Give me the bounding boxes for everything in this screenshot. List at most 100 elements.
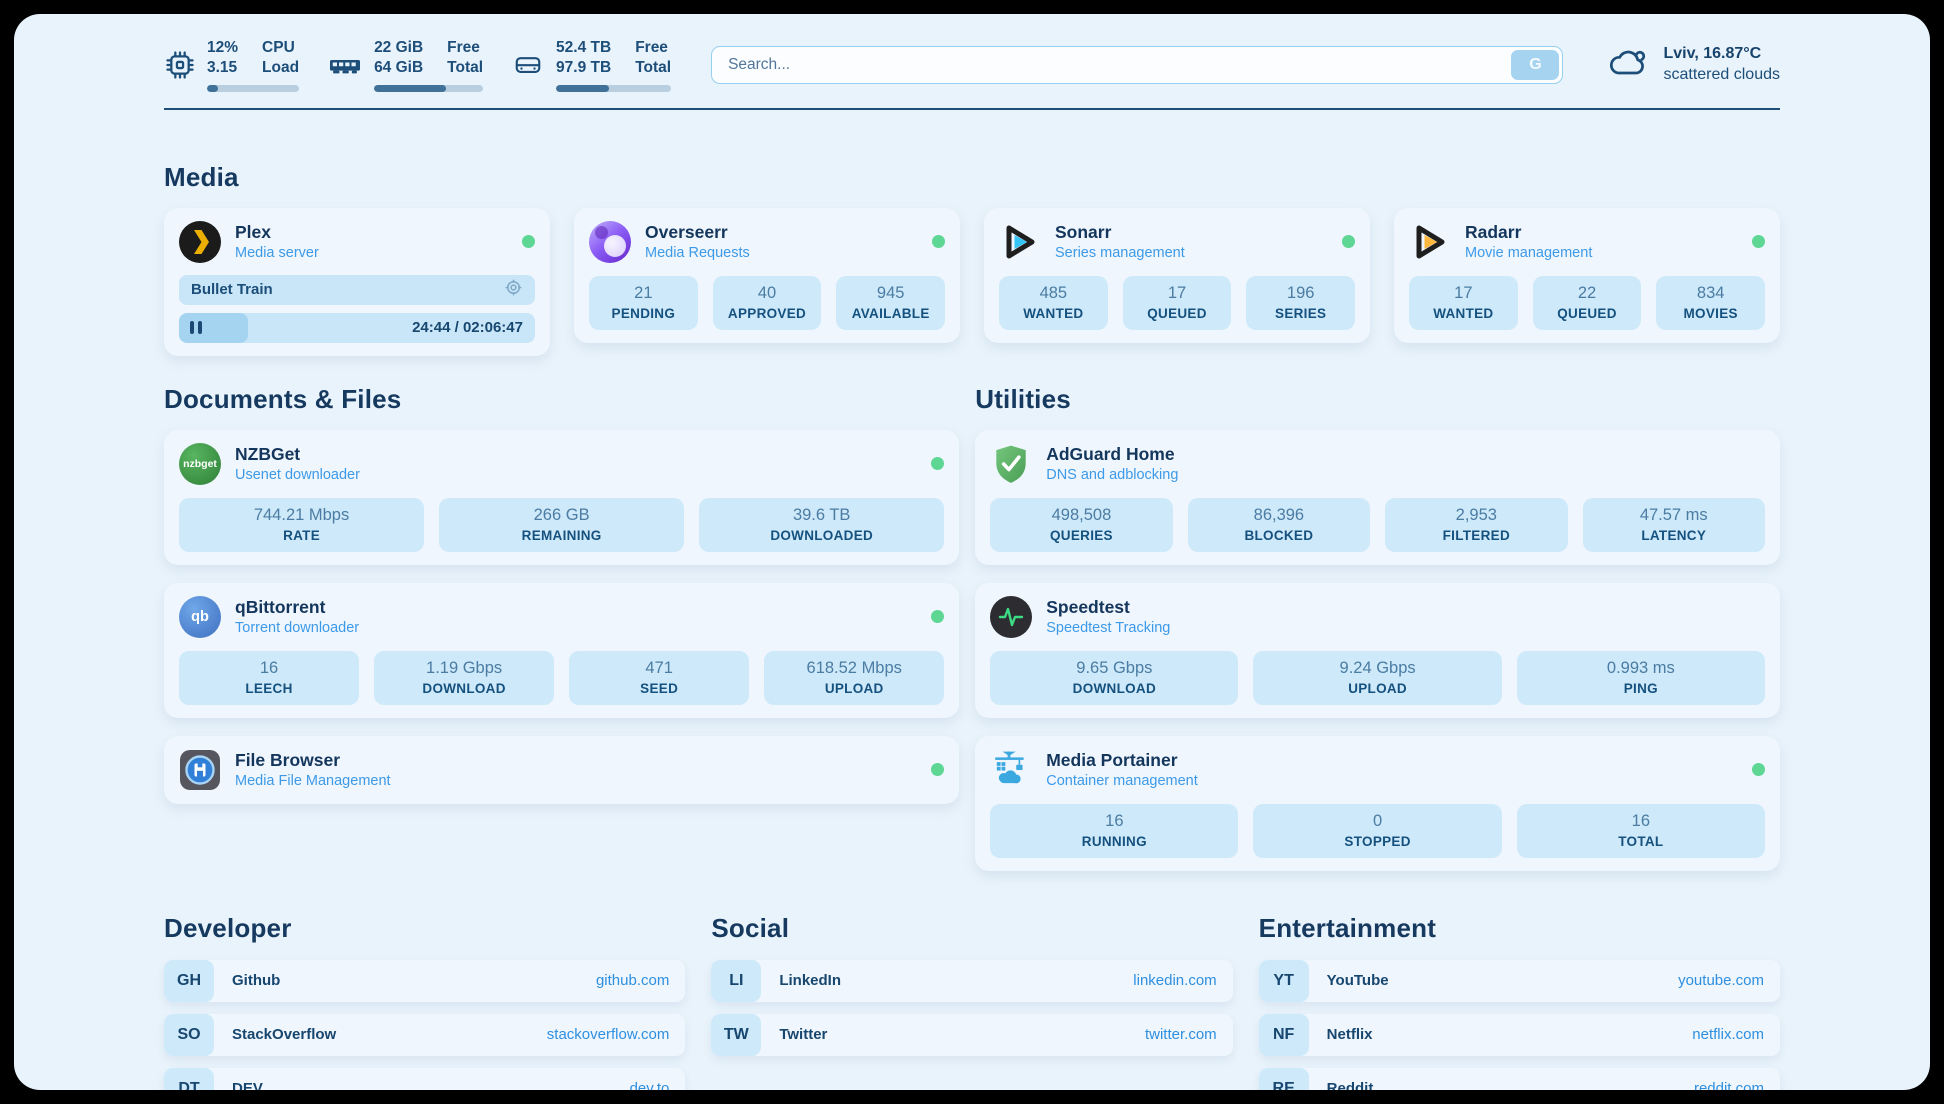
stat-chip: 1.19 Gbps DOWNLOAD <box>374 650 555 705</box>
status-badge <box>932 235 945 249</box>
weather-condition: scattered clouds <box>1663 65 1780 83</box>
stat-chip: 16 LEECH <box>179 650 360 705</box>
stat-chip: 16 RUNNING <box>990 803 1239 858</box>
overseerr-icon <box>589 220 631 263</box>
stat-chip: 47.57 ms LATENCY <box>1582 497 1765 552</box>
search-engine-button[interactable]: G <box>1511 49 1560 80</box>
search-bar: G <box>711 45 1564 84</box>
link-item-reddit[interactable]: RE Reddit reddit.com <box>1258 1067 1780 1090</box>
link-item-github[interactable]: GH Github github.com <box>164 959 686 1002</box>
utilities-section-title: Utilities <box>975 383 1071 414</box>
stat-chip: 196 SERIES <box>1246 275 1356 330</box>
now-playing-row: Bullet Train <box>179 274 535 305</box>
sonarr-icon <box>999 221 1041 263</box>
entertainment-links-column: Entertainment YT YouTube youtube.com NF … <box>1258 913 1780 1090</box>
developer-links-column: Developer GH Github github.com SO StackO… <box>164 912 686 1090</box>
adguard-card[interactable]: AdGuard Home DNS and adblocking 498,508 … <box>975 429 1780 565</box>
stat-chip: 744.21 Mbps RATE <box>179 497 425 552</box>
stat-chip: 9.65 Gbps DOWNLOAD <box>990 650 1239 705</box>
link-abbr-badge: NF <box>1258 1013 1309 1056</box>
ram-total-label: Total <box>447 59 484 77</box>
status-badge <box>1751 763 1765 777</box>
service-description: Series management <box>1055 245 1185 262</box>
ram-free-label: Free <box>447 39 480 56</box>
speedtest-card[interactable]: Speedtest Speedtest Tracking 9.65 Gbps D… <box>975 582 1780 718</box>
nzbget-card[interactable]: nzbget NZBGet Usenet downloader 744.21 M… <box>164 429 960 565</box>
filebrowser-icon <box>179 749 221 791</box>
link-abbr-badge: TW <box>711 1013 762 1056</box>
stat-chip: 2,953 FILTERED <box>1385 497 1568 552</box>
ram-progress-bar <box>374 84 484 92</box>
stat-chip: 16 TOTAL <box>1516 803 1765 858</box>
service-name: File Browser <box>235 750 341 771</box>
portainer-card[interactable]: Media Portainer Container management 16 … <box>975 735 1780 871</box>
status-badge <box>931 610 945 624</box>
radarr-card[interactable]: Radarr Movie management 17 WANTED 22 QUE… <box>1394 207 1780 343</box>
plex-card[interactable]: Plex Media server Bullet Train 24:44 / 0… <box>164 207 550 356</box>
cpu-label: CPU <box>262 39 295 56</box>
sonarr-card[interactable]: Sonarr Series management 485 WANTED 17 Q… <box>984 207 1370 343</box>
cpu-icon <box>164 49 196 81</box>
speedtest-icon <box>990 595 1033 638</box>
playback-progress-bar: 24:44 / 02:06:47 <box>179 312 535 343</box>
stat-chip: 21 PENDING <box>589 275 698 330</box>
stat-chip: 0 STOPPED <box>1253 803 1502 858</box>
qbittorrent-icon: qb <box>179 595 221 638</box>
status-badge <box>931 763 945 777</box>
status-badge <box>522 235 535 249</box>
link-item-youtube[interactable]: YT YouTube youtube.com <box>1258 959 1780 1002</box>
cpu-progress-bar <box>207 84 300 92</box>
service-description: Torrent downloader <box>235 620 360 637</box>
stat-chip: 40 APPROVED <box>712 275 822 330</box>
search-input[interactable] <box>712 55 1509 74</box>
service-description: DNS and adblocking <box>1046 467 1179 484</box>
stat-chip: 0.993 ms PING <box>1516 650 1765 705</box>
media-cards-row: Plex Media server Bullet Train 24:44 / 0… <box>164 207 1780 356</box>
qbittorrent-card[interactable]: qb qBittorrent Torrent downloader 16 LEE… <box>164 582 960 718</box>
service-description: Movie management <box>1465 245 1593 262</box>
playback-time: 24:44 / 02:06:47 <box>412 319 523 337</box>
service-name: Overseerr <box>645 222 728 243</box>
link-item-dev[interactable]: DT DEV dev.to <box>164 1067 686 1090</box>
disk-metric: 52.4 TB 97.9 TB Free Total <box>511 38 672 92</box>
link-item-stackoverflow[interactable]: SO StackOverflow stackoverflow.com <box>164 1013 686 1056</box>
link-item-twitter[interactable]: TW Twitter twitter.com <box>711 1013 1233 1056</box>
stat-chip: 22 QUEUED <box>1532 275 1642 330</box>
service-description: Speedtest Tracking <box>1046 620 1171 637</box>
developer-section-title: Developer <box>164 912 292 943</box>
overseerr-card[interactable]: Overseerr Media Requests 21 PENDING 40 A… <box>574 207 960 343</box>
stat-chip: 17 WANTED <box>1409 275 1518 330</box>
cpu-load-value: 3.15 <box>207 59 238 77</box>
link-item-netflix[interactable]: NF Netflix netflix.com <box>1258 1013 1780 1056</box>
service-name: AdGuard Home <box>1046 444 1175 465</box>
link-abbr-badge: LI <box>711 959 762 1002</box>
top-bar: 12% 3.15 CPU Load <box>164 38 1780 92</box>
stat-chip: 9.24 Gbps UPLOAD <box>1253 650 1502 705</box>
link-abbr-badge: YT <box>1258 959 1309 1002</box>
stat-chip: 17 QUEUED <box>1122 275 1232 330</box>
disk-total-value: 97.9 TB <box>556 59 612 77</box>
stat-chip: 39.6 TB DOWNLOADED <box>699 497 945 552</box>
service-description: Media Requests <box>645 245 750 262</box>
link-abbr-badge: RE <box>1258 1067 1309 1090</box>
gear-icon <box>504 278 523 301</box>
service-description: Container management <box>1046 773 1198 790</box>
service-description: Media server <box>235 245 319 262</box>
stat-chip: 834 MOVIES <box>1656 275 1766 330</box>
link-abbr-badge: GH <box>164 959 214 1002</box>
now-playing-title: Bullet Train <box>191 281 273 299</box>
filebrowser-card[interactable]: File Browser Media File Management <box>164 735 960 804</box>
ram-total-value: 64 GiB <box>374 59 424 77</box>
service-description: Usenet downloader <box>235 467 360 484</box>
link-item-linkedin[interactable]: LI LinkedIn linkedin.com <box>711 959 1233 1002</box>
disk-icon <box>511 49 545 81</box>
pause-icon <box>190 321 202 335</box>
portainer-icon <box>990 749 1032 791</box>
radarr-icon <box>1409 221 1451 263</box>
social-section-title: Social <box>711 912 790 943</box>
link-abbr-badge: DT <box>164 1067 214 1090</box>
media-section-title: Media <box>164 161 239 192</box>
load-label: Load <box>262 59 300 77</box>
disk-free-label: Free <box>635 39 668 56</box>
disk-free-value: 52.4 TB <box>556 39 612 56</box>
